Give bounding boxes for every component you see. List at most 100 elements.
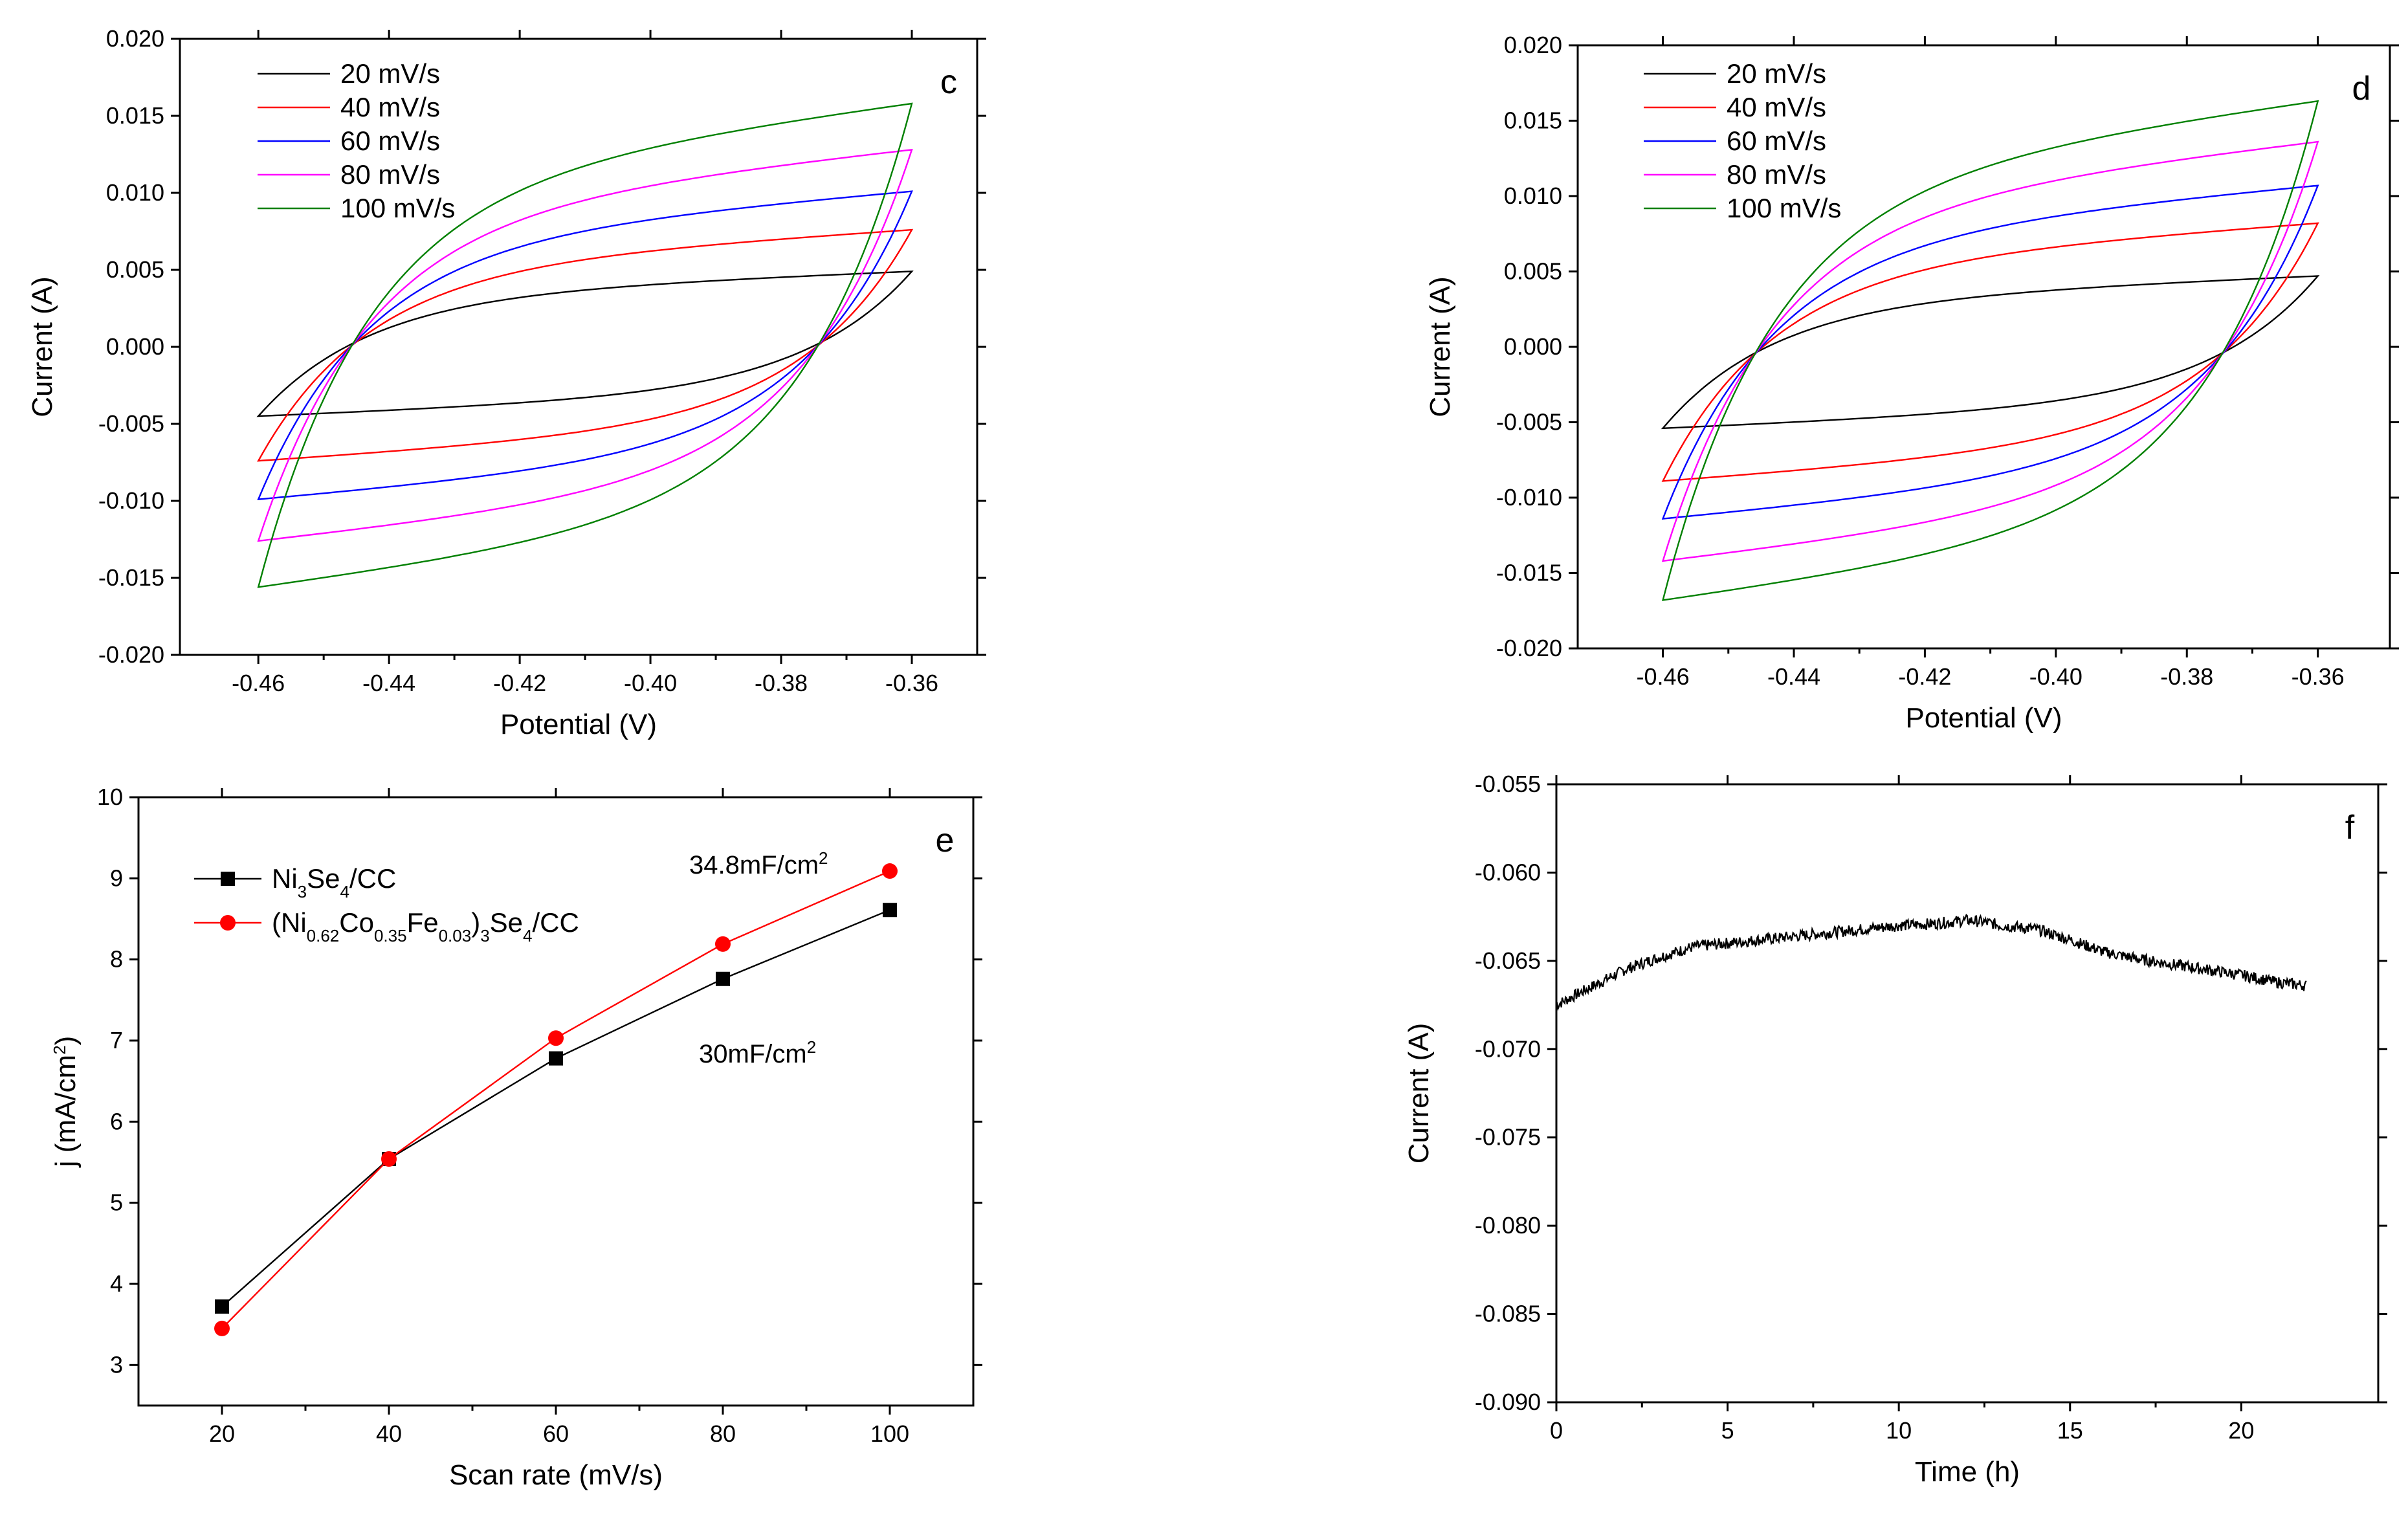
cv-loop-60-mV-s <box>257 190 913 500</box>
x-tick-label: -0.40 <box>2029 663 2082 690</box>
x-tick-label: -0.38 <box>755 670 808 696</box>
x-tick-label: -0.42 <box>1898 663 1951 690</box>
x-tick-label: 5 <box>1721 1417 1734 1444</box>
plot-frame <box>1576 44 2391 650</box>
y-axis-label: Current (A) <box>27 276 58 417</box>
legend-label: 100 mV/s <box>1727 193 1841 223</box>
y-tick-label: 8 <box>110 946 123 973</box>
x-tick-label: -0.36 <box>885 670 938 696</box>
x-tick-label: 20 <box>2228 1417 2254 1444</box>
plot-frame <box>179 38 978 656</box>
legend-label: Ni3Se4/CC <box>272 863 396 901</box>
plot-frame <box>1555 783 2380 1404</box>
cv-loop-60-mV-s <box>1661 184 2319 520</box>
data-point <box>549 1051 563 1066</box>
y-tick-label: -0.080 <box>1475 1212 1541 1239</box>
legend-label: 60 mV/s <box>340 126 440 156</box>
cv-loop-100-mV-s <box>1661 100 2319 601</box>
y-tick-label: 0.005 <box>1504 258 1562 285</box>
annotation-slope-red: 34.8mF/cm2 <box>689 848 828 879</box>
y-tick-label: -0.020 <box>1496 635 1562 661</box>
x-tick-label: 40 <box>376 1420 402 1447</box>
panel-d: -0.46 -0.44 -0.42 -0.40 -0.38 -0.36 0.020 0.015… <box>1424 32 2399 734</box>
y-tick-label: -0.070 <box>1475 1035 1541 1062</box>
y-tick-label: 0.010 <box>106 179 164 206</box>
x-tick-label: -0.44 <box>362 670 415 696</box>
legend-label: 60 mV/s <box>1727 126 1826 156</box>
x-tick-label: 15 <box>2057 1417 2083 1444</box>
data-point <box>715 936 731 952</box>
y-tick-label: 0.020 <box>106 25 164 52</box>
panel-letter: f <box>2345 809 2355 846</box>
legend-label: 40 mV/s <box>340 92 440 122</box>
x-axis-label: Time (h) <box>1915 1456 2020 1488</box>
y-tick-label: -0.010 <box>98 487 164 514</box>
panel-letter: d <box>2352 70 2371 107</box>
legend-label: 20 mV/s <box>1727 58 1826 89</box>
x-tick-label: 10 <box>1886 1417 1912 1444</box>
legend-label: 80 mV/s <box>340 159 440 190</box>
y-tick-label: 0.000 <box>1504 333 1562 360</box>
y-tick-label: 0.010 <box>1504 182 1562 209</box>
x-tick-label: -0.44 <box>1767 663 1820 690</box>
current-trace <box>1556 913 2307 1011</box>
legend-label: 40 mV/s <box>1727 92 1826 122</box>
panel-letter: c <box>940 63 957 101</box>
x-tick-label: -0.38 <box>2160 663 2213 690</box>
legend-label: 20 mV/s <box>340 58 440 89</box>
y-axis-label: j (mA/cm2) <box>50 1036 82 1169</box>
cv-loop-80-mV-s <box>1661 140 2319 562</box>
y-tick-label: 3 <box>110 1351 123 1378</box>
cv-loop-20-mV-s <box>256 270 914 417</box>
x-tick-label: 60 <box>543 1420 569 1447</box>
x-tick-label: 80 <box>710 1420 736 1447</box>
y-axis-label: Current (A) <box>1424 276 1456 417</box>
y-tick-label: -0.075 <box>1475 1124 1541 1151</box>
y-tick-label: 0.000 <box>106 333 164 360</box>
cv-loop-100-mV-s <box>257 102 913 588</box>
y-tick-label: -0.010 <box>1496 484 1562 511</box>
cv-loop-80-mV-s <box>257 149 913 542</box>
y-tick-label: 9 <box>110 865 123 891</box>
y-tick-label: 4 <box>110 1270 123 1297</box>
x-tick-label: -0.42 <box>493 670 546 696</box>
panel-e: 20 40 60 80 100 3 4 5 6 7 8 9 10 Scan rate (mV/s) j (m… <box>50 784 982 1491</box>
y-tick-label: 0.015 <box>106 102 164 129</box>
data-point <box>882 863 898 879</box>
y-tick-label: -0.085 <box>1475 1301 1541 1327</box>
x-tick-label: 20 <box>209 1420 235 1447</box>
cv-loop-20-mV-s <box>1661 275 2320 430</box>
x-axis-label: Potential (V) <box>500 709 657 740</box>
legend-label: 80 mV/s <box>1727 159 1826 190</box>
y-tick-label: -0.090 <box>1475 1389 1541 1415</box>
cv-loop-40-mV-s <box>257 228 914 462</box>
y-tick-label: 6 <box>110 1108 123 1134</box>
data-point <box>548 1030 564 1046</box>
y-tick-label: -0.015 <box>1496 560 1562 586</box>
panel-letter: e <box>936 822 955 859</box>
y-tick-label: -0.055 <box>1475 771 1541 797</box>
y-tick-label: 7 <box>110 1027 123 1053</box>
x-tick-label: -0.40 <box>624 670 677 696</box>
x-tick-label: -0.46 <box>232 670 285 696</box>
data-point <box>215 1299 229 1314</box>
y-tick-label: -0.005 <box>98 410 164 437</box>
y-tick-label: -0.015 <box>98 564 164 591</box>
x-tick-label: -0.46 <box>1637 663 1690 690</box>
series-line-0 <box>221 909 890 1307</box>
cv-loop-40-mV-s <box>1661 222 2319 482</box>
y-tick-label: 0.020 <box>1504 32 1562 58</box>
legend-marker <box>220 915 236 931</box>
y-tick-label: -0.020 <box>98 641 164 668</box>
y-tick-label: 0.005 <box>106 256 164 283</box>
y-tick-label: -0.060 <box>1475 859 1541 885</box>
x-tick-label: 100 <box>870 1420 909 1447</box>
x-axis-label: Potential (V) <box>1905 702 2062 734</box>
y-tick-label: 0.015 <box>1504 107 1562 134</box>
y-axis-label: Current (A) <box>1403 1023 1435 1164</box>
x-tick-label: 0 <box>1550 1417 1563 1444</box>
panel-c: -0.46 -0.44 -0.42 -0.40 -0.38 -0.36 0.020 0.015… <box>27 25 986 740</box>
panel-f: 0 5 10 15 20 -0.055 -0.060 -0.065 -0.070 -0.075 -0… <box>1403 771 2387 1488</box>
legend-marker <box>221 872 235 886</box>
